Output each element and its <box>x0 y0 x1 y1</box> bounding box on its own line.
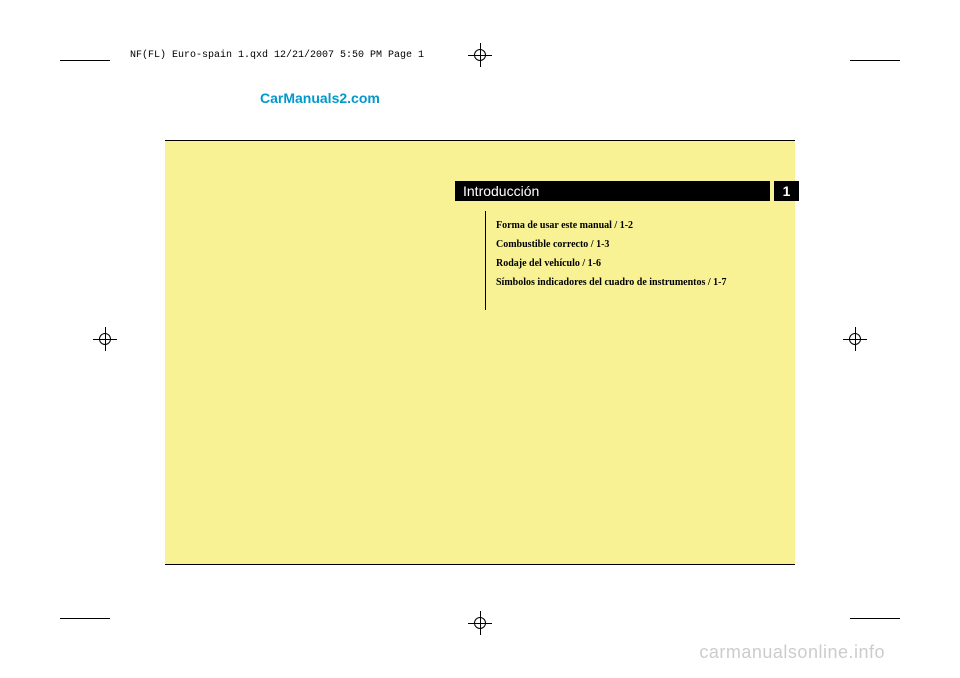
chapter-number: 1 <box>774 181 799 201</box>
crop-mark <box>850 60 900 61</box>
crop-mark <box>850 618 900 619</box>
chapter-header-bar: Introducción 1 <box>455 181 799 201</box>
crop-mark <box>60 618 110 619</box>
print-header: NF(FL) Euro-spain 1.qxd 12/21/2007 5:50 … <box>130 50 424 61</box>
watermark-top: CarManuals2.com <box>260 90 380 106</box>
toc-line: Combustible correcto / 1-3 <box>496 235 790 254</box>
crop-mark <box>60 60 110 61</box>
registration-mark <box>468 611 492 635</box>
toc-line: Símbolos indicadores del cuadro de instr… <box>496 273 790 292</box>
page-content: Introducción 1 Forma de usar este manual… <box>165 140 795 565</box>
toc-line: Rodaje del vehículo / 1-6 <box>496 254 790 273</box>
toc-block: Forma de usar este manual / 1-2 Combusti… <box>485 211 790 310</box>
registration-mark <box>93 327 117 351</box>
toc-line: Forma de usar este manual / 1-2 <box>496 216 790 235</box>
chapter-title: Introducción <box>455 181 770 201</box>
registration-mark <box>468 43 492 67</box>
registration-mark <box>843 327 867 351</box>
watermark-bottom: carmanualsonline.info <box>699 642 885 663</box>
